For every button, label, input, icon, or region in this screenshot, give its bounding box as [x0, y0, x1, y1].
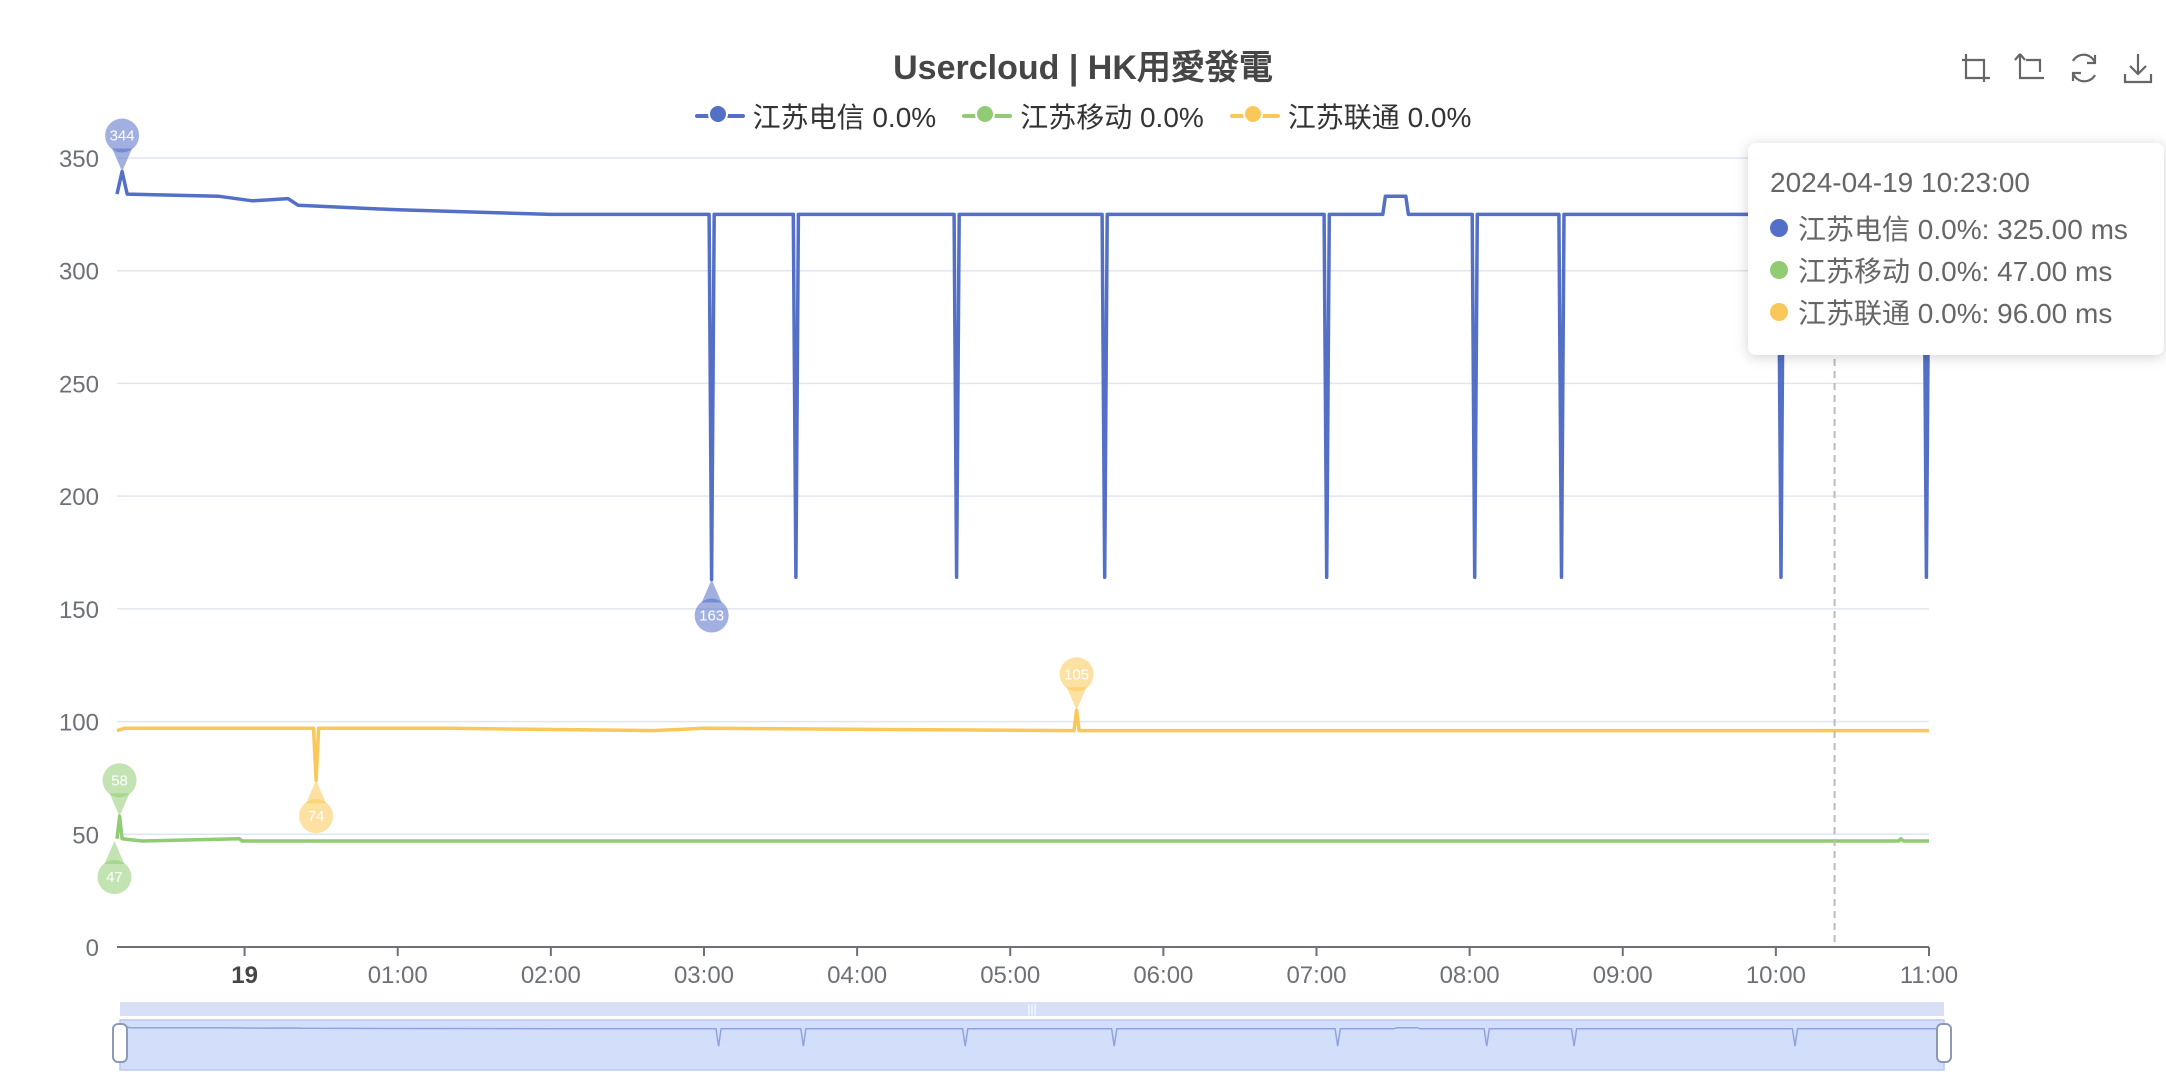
y-tick-label: 50 — [72, 822, 99, 849]
download-icon[interactable] — [2120, 50, 2156, 86]
marker-pin — [104, 841, 125, 865]
x-tick-label: 02:00 — [521, 962, 581, 989]
x-tick-label: 08:00 — [1440, 962, 1500, 989]
marker-label: 344 — [110, 128, 135, 145]
datazoom-overview-line — [119, 1025, 1945, 1047]
chart-title: Usercloud | HK用愛發電 — [893, 49, 1273, 87]
marker-pin — [102, 763, 137, 798]
legend-label: 江苏联通 0.0% — [1287, 102, 1472, 133]
marker-label: 58 — [111, 772, 128, 789]
legend-item-unicom[interactable]: 江苏联通 0.0% — [1229, 96, 1472, 136]
zoom-icon[interactable] — [1958, 50, 1994, 86]
tooltip-row-mobile: 江苏移动 0.0%: 47.00 ms — [1770, 249, 2142, 291]
marker-label: 47 — [106, 869, 123, 886]
marker-pin — [109, 793, 130, 817]
marker-label: 163 — [699, 608, 724, 625]
tooltip-row-text: 江苏联通 0.0%: 96.00 ms — [1798, 298, 2113, 329]
x-tick-label: 06:00 — [1133, 962, 1193, 989]
marker-pin — [1066, 687, 1087, 711]
marker-pin — [701, 579, 722, 603]
datazoom-right-handle[interactable] — [1936, 1023, 1952, 1063]
legend-item-mobile[interactable]: 江苏移动 0.0% — [962, 96, 1204, 136]
tooltip-row-text: 江苏电信 0.0%: 325.00 ms — [1798, 214, 2128, 245]
tooltip-row-telecom: 江苏电信 0.0%: 325.00 ms — [1770, 207, 2142, 249]
series-dot-icon — [1770, 303, 1788, 321]
chart-legend: 江苏电信 0.0% 江苏移动 0.0% 江苏联通 0.0% — [0, 96, 2166, 136]
legend-line-icon — [1229, 104, 1280, 128]
y-tick-label: 250 — [59, 371, 99, 398]
x-tick-label: 07:00 — [1286, 962, 1346, 989]
x-tick-label: 11:00 — [1900, 962, 1958, 989]
zoom-reset-icon[interactable] — [2012, 50, 2048, 86]
series-line-1[interactable] — [115, 814, 1929, 843]
marker-pin — [299, 799, 334, 834]
x-tick-label: 04:00 — [827, 962, 887, 989]
x-tick-label: 19 — [231, 962, 258, 989]
datazoom-handle-bar[interactable] — [120, 1002, 1944, 1016]
marker-pin — [1059, 657, 1094, 692]
y-tick-label: 200 — [59, 484, 99, 511]
tooltip-row-text: 江苏移动 0.0%: 47.00 ms — [1798, 256, 2113, 287]
y-tick-label: 100 — [59, 710, 99, 737]
legend-line-icon — [694, 104, 745, 128]
x-tick-label: 03:00 — [674, 962, 734, 989]
y-tick-label: 300 — [59, 259, 99, 286]
x-tick-label: 09:00 — [1593, 962, 1653, 989]
datazoom-grip-icon: ||| — [1027, 1002, 1036, 1016]
tooltip-time: 2024-04-19 10:23:00 — [1770, 167, 2030, 198]
x-tick-label: 05:00 — [980, 962, 1040, 989]
marker-pin — [97, 860, 132, 895]
series-line-0[interactable] — [115, 169, 1931, 582]
x-tick-label: 10:00 — [1746, 962, 1806, 989]
series-dot-icon — [1770, 219, 1788, 237]
x-tick-label: 01:00 — [368, 962, 428, 989]
series-dot-icon — [1770, 261, 1788, 279]
legend-item-telecom[interactable]: 江苏电信 0.0% — [694, 96, 937, 136]
chart-toolbox — [1958, 50, 2156, 86]
marker-pin — [306, 780, 327, 804]
legend-label: 江苏电信 0.0% — [752, 102, 937, 133]
y-tick-label: 350 — [59, 146, 99, 173]
marker-pin — [694, 598, 729, 633]
restore-icon[interactable] — [2066, 50, 2102, 86]
tooltip-row-unicom: 江苏联通 0.0%: 96.00 ms — [1770, 291, 2142, 333]
marker-label: 74 — [308, 808, 325, 825]
marker-pin — [112, 148, 133, 172]
series-line-2[interactable] — [116, 708, 1929, 782]
datazoom-window[interactable] — [119, 1019, 1945, 1071]
legend-line-icon — [962, 104, 1013, 128]
marker-pin — [105, 118, 140, 153]
datazoom-left-handle[interactable] — [112, 1023, 128, 1063]
marker-label: 105 — [1064, 666, 1089, 683]
chart-tooltip: 2024-04-19 10:23:00 江苏电信 0.0%: 325.00 ms… — [1748, 143, 2164, 355]
y-tick-label: 150 — [59, 597, 99, 624]
y-tick-label: 0 — [86, 935, 99, 962]
legend-label: 江苏移动 0.0% — [1020, 102, 1204, 133]
